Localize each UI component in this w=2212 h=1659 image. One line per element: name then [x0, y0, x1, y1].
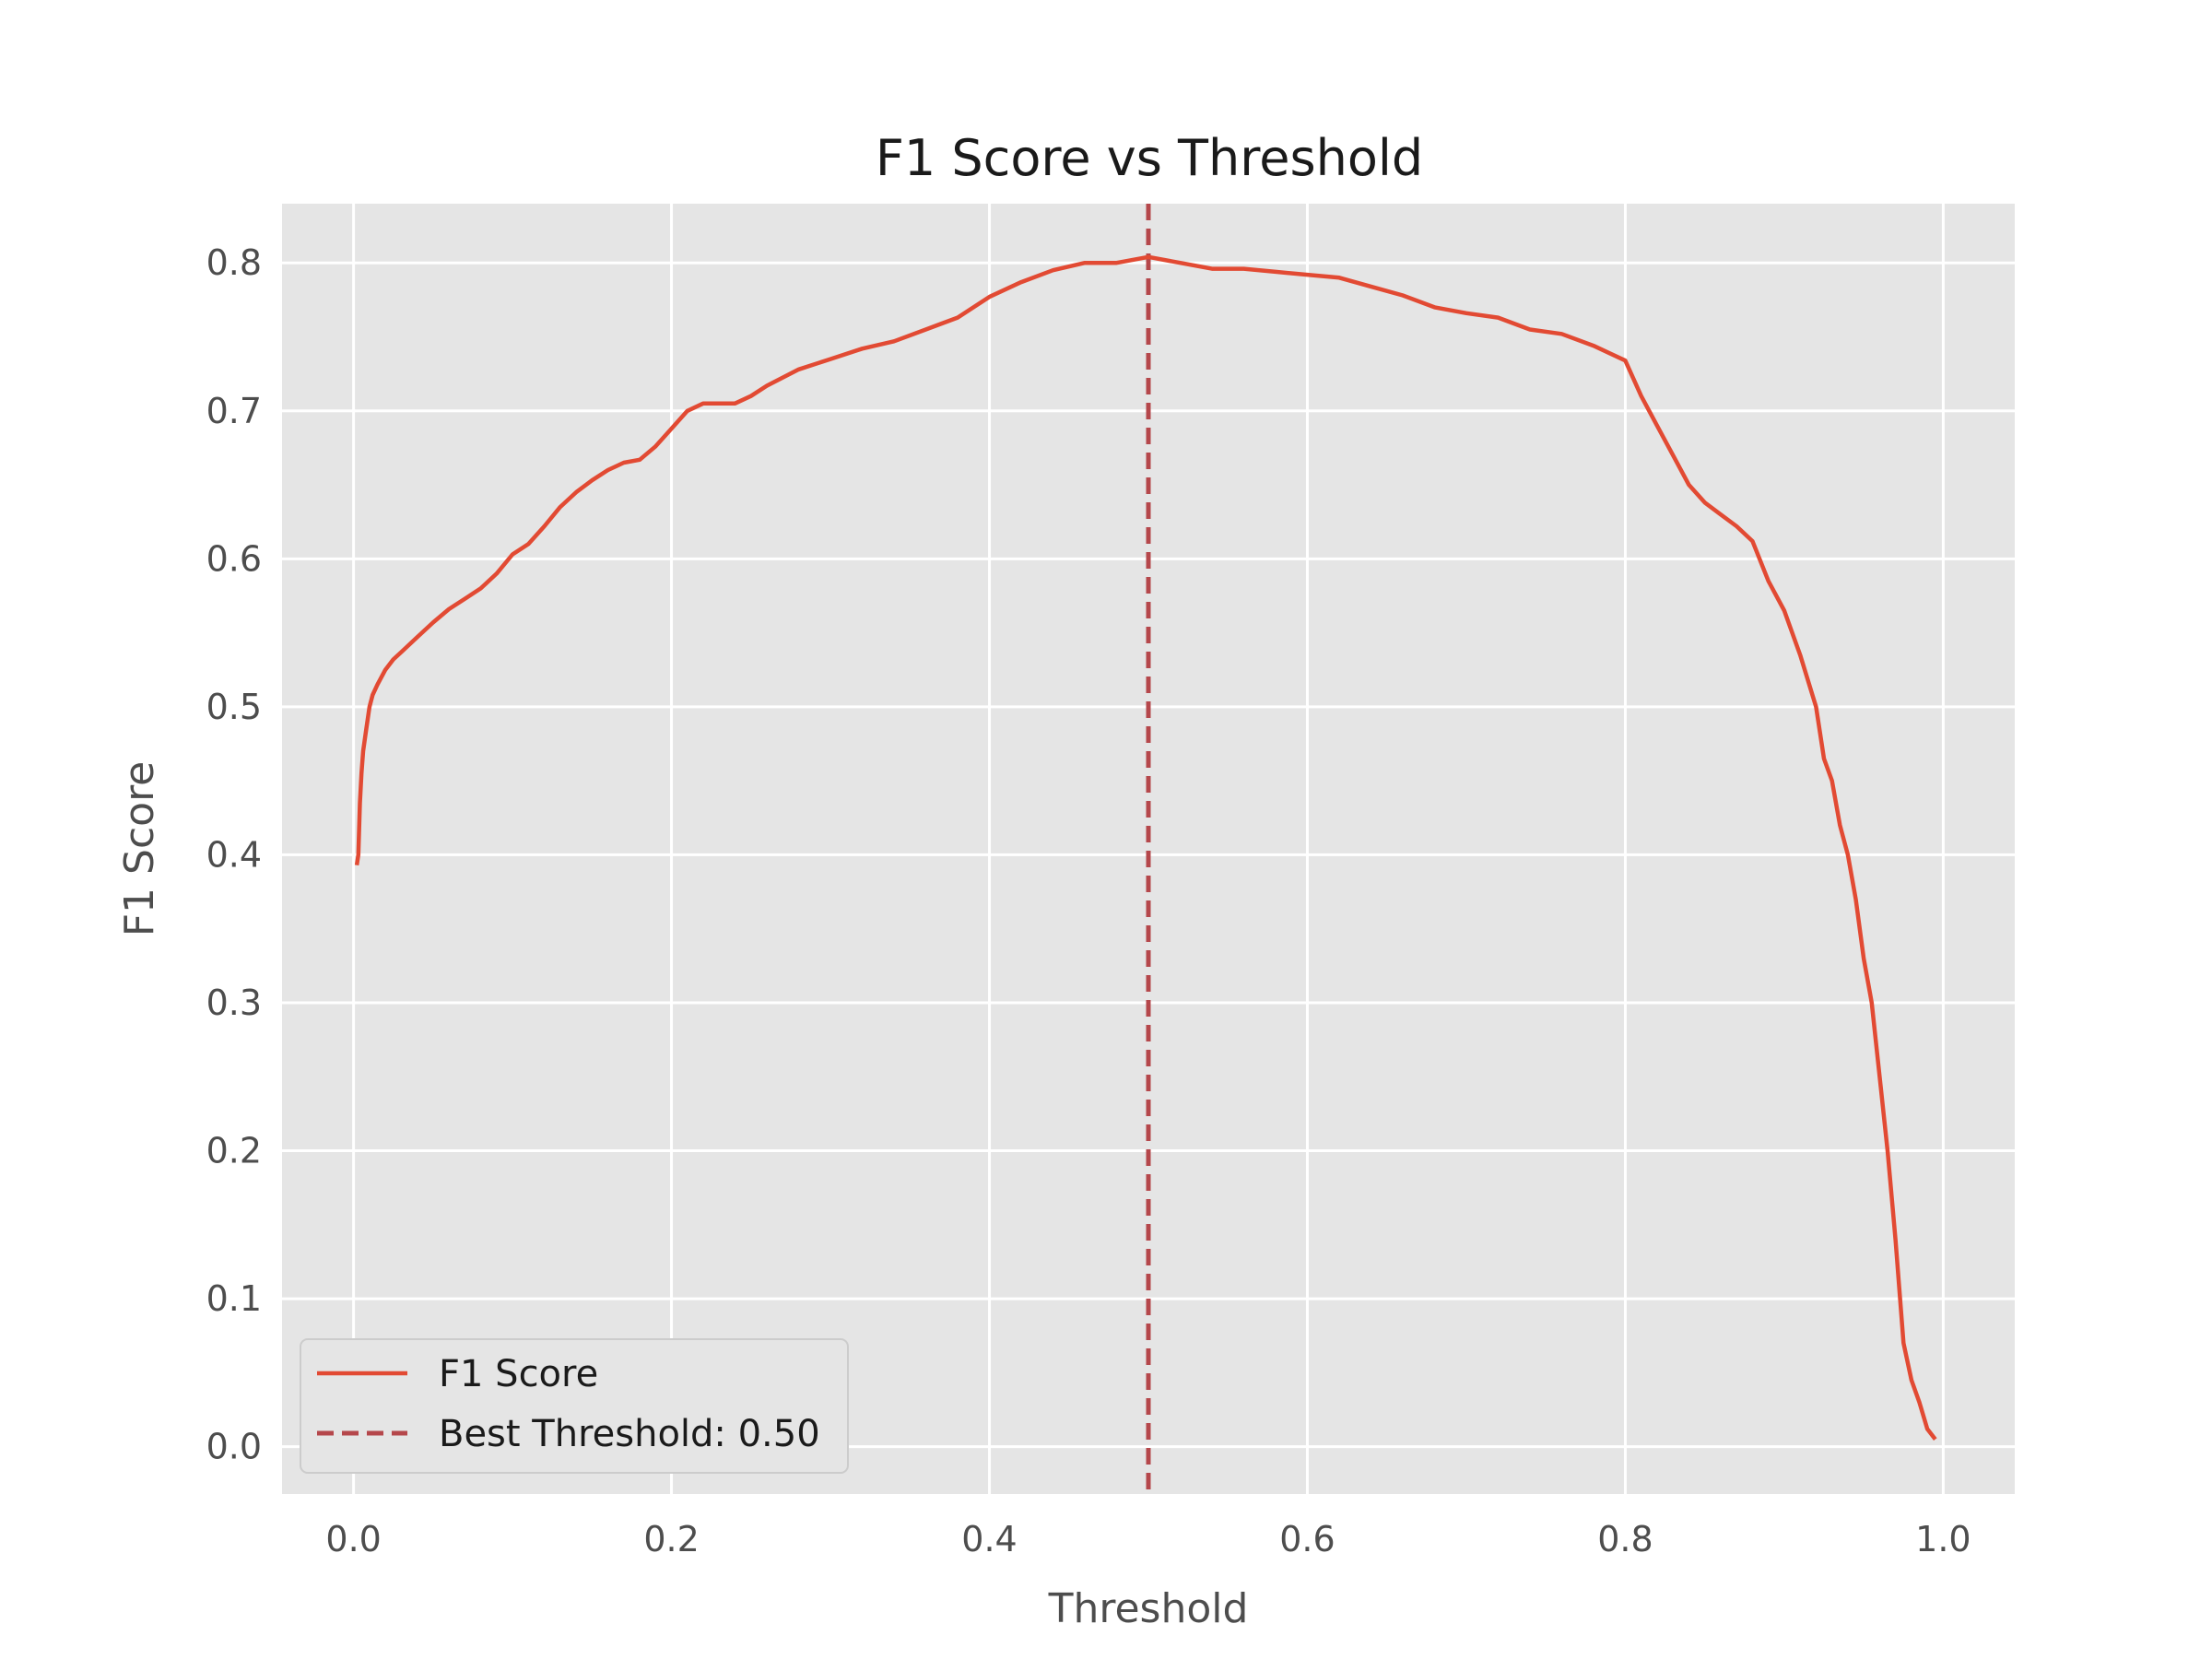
y-tick-label: 0.3: [206, 982, 262, 1023]
y-tick-label: 0.8: [206, 242, 262, 283]
y-tick-label: 0.4: [206, 834, 262, 875]
legend-label-f1-score: F1 Score: [439, 1353, 598, 1395]
y-axis-label: F1 Score: [116, 761, 163, 937]
y-tick-label: 0.6: [206, 538, 262, 579]
chart-title: F1 Score vs Threshold: [876, 129, 1423, 187]
x-tick-label: 0.6: [1279, 1519, 1335, 1559]
y-tick-label: 0.5: [206, 687, 262, 727]
x-tick-label: 1.0: [1915, 1519, 1971, 1559]
legend-box: [300, 1338, 849, 1474]
x-tick-label: 0.2: [643, 1519, 699, 1559]
legend: F1 Score Best Threshold: 0.50: [300, 1338, 849, 1474]
x-tick-label: 0.0: [325, 1519, 381, 1559]
y-tick-label: 0.2: [206, 1131, 262, 1171]
x-axis-label: Threshold: [1048, 1585, 1249, 1632]
y-tick-label: 0.0: [206, 1427, 262, 1467]
y-tick-label: 0.7: [206, 391, 262, 431]
legend-label-best-threshold: Best Threshold: 0.50: [439, 1413, 820, 1455]
y-tick-label: 0.1: [206, 1278, 262, 1319]
f1-score-line: [354, 254, 1937, 1441]
y-axis-ticks: 0.0 0.1 0.2 0.3 0.4 0.5 0.6 0.7 0.8: [206, 242, 262, 1466]
x-tick-label: 0.8: [1597, 1519, 1653, 1559]
x-tick-label: 0.4: [961, 1519, 1017, 1559]
x-axis-ticks: 0.0 0.2 0.4 0.6 0.8 1.0: [325, 1519, 1971, 1559]
